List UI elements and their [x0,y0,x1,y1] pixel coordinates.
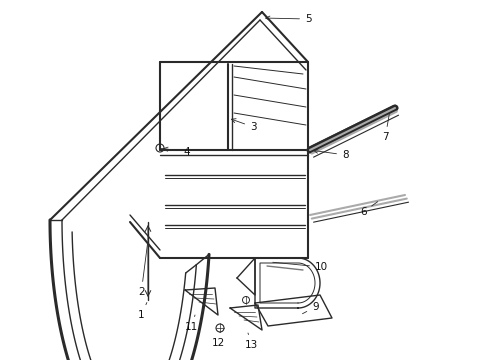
Text: 7: 7 [382,113,390,142]
Text: 13: 13 [245,333,258,350]
Text: 1: 1 [138,302,147,320]
Text: 9: 9 [302,302,318,314]
Text: 8: 8 [314,149,348,160]
Text: 2: 2 [138,243,147,297]
Text: 11: 11 [185,315,198,332]
Text: 5: 5 [266,14,312,24]
Text: 10: 10 [273,262,328,272]
Text: 3: 3 [231,119,257,132]
Text: 6: 6 [360,202,378,217]
Text: 4: 4 [164,147,190,157]
Text: 12: 12 [212,332,225,348]
